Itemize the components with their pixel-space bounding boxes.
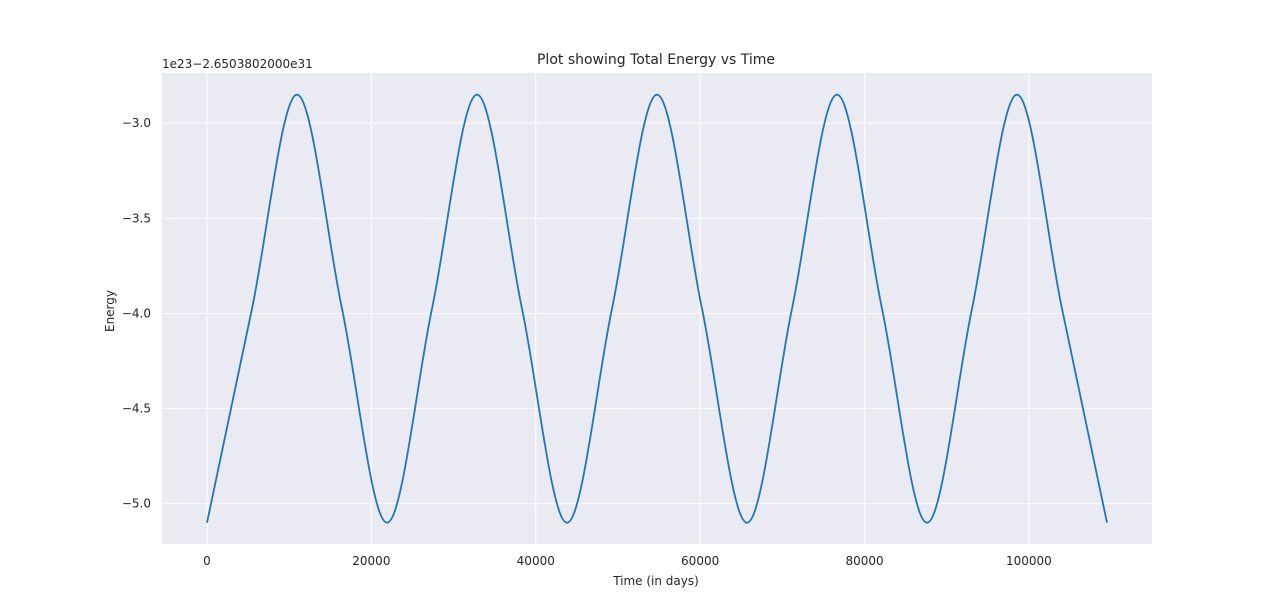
y-tick-label: −5.0 xyxy=(122,497,151,511)
x-tick-label: 0 xyxy=(203,554,211,568)
energy-series-line xyxy=(206,93,1108,524)
x-tick-label: 80000 xyxy=(845,554,883,568)
y-tick-label: −3.5 xyxy=(122,211,151,225)
y-tick-label: −3.0 xyxy=(122,116,151,130)
y-offset-text: 1e23−2.6503802000e31 xyxy=(162,57,313,71)
x-tick-label: 60000 xyxy=(681,554,719,568)
x-tick-labels: 0 20000 40000 60000 80000 100000 xyxy=(203,554,1052,568)
y-tick-labels: −3.0 −3.5 −4.0 −4.5 −5.0 xyxy=(122,116,151,510)
y-axis-label: Energy xyxy=(103,290,117,332)
grid-lines xyxy=(162,73,1152,544)
x-axis-label: Time (in days) xyxy=(612,574,699,588)
plot-background xyxy=(162,73,1152,544)
y-tick-label: −4.5 xyxy=(122,402,151,416)
x-tick-label: 20000 xyxy=(352,554,390,568)
chart-title: Plot showing Total Energy vs Time xyxy=(537,52,775,68)
x-tick-label: 40000 xyxy=(517,554,555,568)
y-tick-label: −4.0 xyxy=(122,306,151,320)
x-tick-label: 100000 xyxy=(1006,554,1052,568)
